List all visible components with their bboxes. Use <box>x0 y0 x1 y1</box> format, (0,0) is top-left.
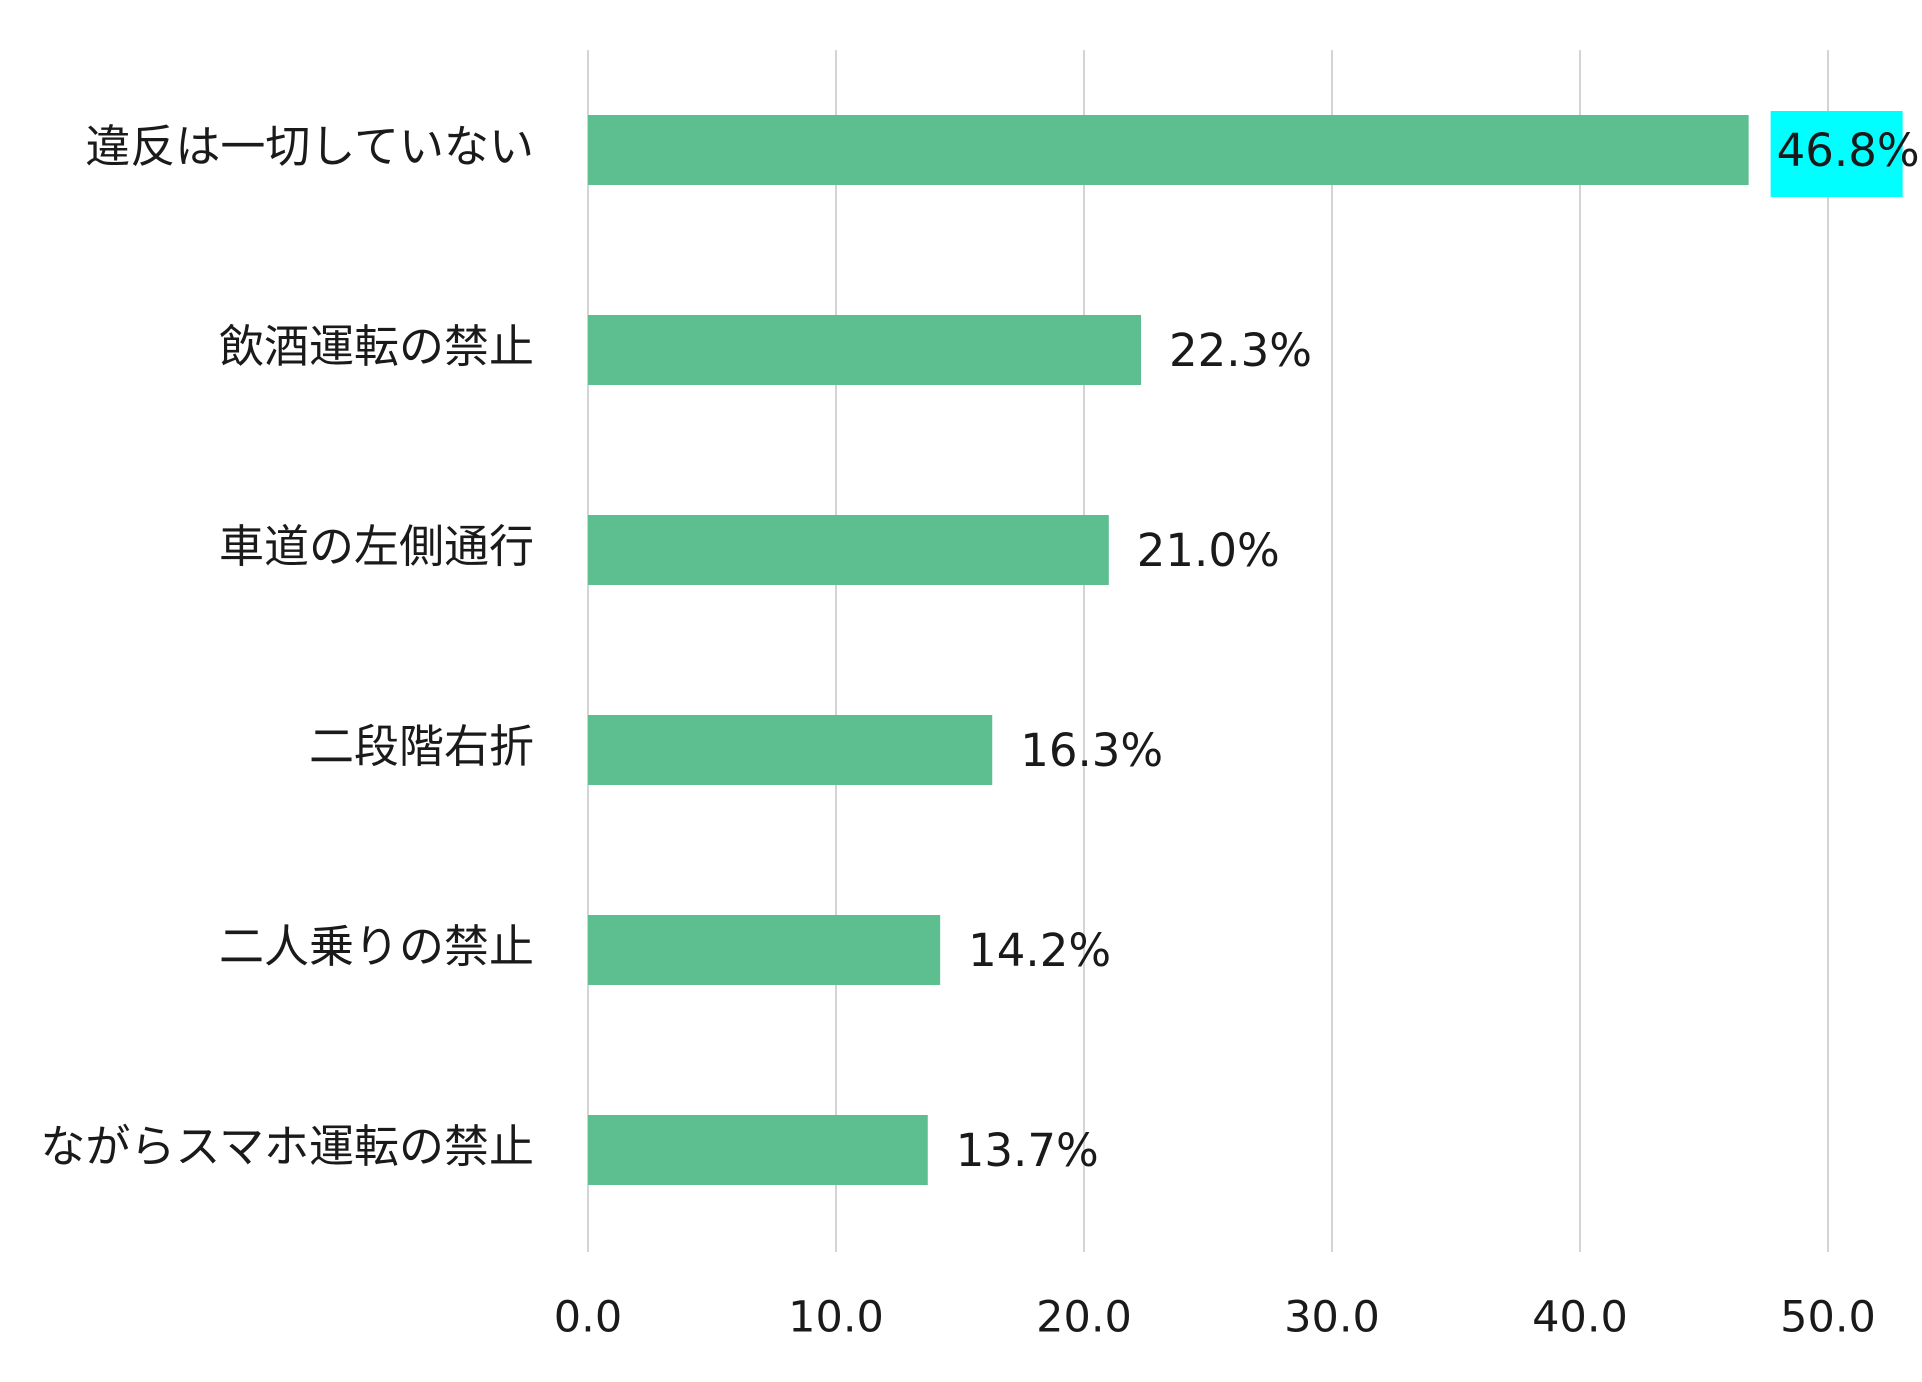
value-label-1: 22.3% <box>1169 324 1312 377</box>
value-label-highlight <box>1770 111 1903 197</box>
bar-3 <box>588 715 993 785</box>
bar-2 <box>588 515 1109 585</box>
category-label-4: 二人乗りの禁止 <box>219 920 534 973</box>
grid-lines <box>587 50 1829 1252</box>
bars <box>588 115 1749 1185</box>
category-label-5: ながらスマホ運転の禁止 <box>40 1120 534 1173</box>
value-label-5: 13.7% <box>956 1124 1099 1177</box>
x-tick-label-5: 50.0 <box>1780 1293 1876 1343</box>
x-tick-label-4: 40.0 <box>1532 1293 1628 1343</box>
labels: 違反は一切していない 46.8% 飲酒運転の禁止 22.3% 車道の左側通行 21.0% 二… <box>40 111 1920 1177</box>
x-tick-label-0: 0.0 <box>554 1293 622 1343</box>
bar-4 <box>588 915 941 985</box>
bar-5 <box>588 1115 928 1185</box>
value-label-2: 21.0% <box>1137 524 1280 577</box>
category-label-1: 飲酒運転の禁止 <box>219 320 534 373</box>
value-label-4: 14.2% <box>968 924 1111 977</box>
x-tick-label-2: 20.0 <box>1036 1293 1132 1343</box>
x-tick-label-3: 30.0 <box>1284 1293 1380 1343</box>
value-label-0: 46.8% <box>1777 124 1920 177</box>
x-axis-ticks: 0.0 10.0 20.0 30.0 40.0 50.0 <box>554 1293 1876 1343</box>
category-label-2: 車道の左側通行 <box>219 520 534 573</box>
bar-1 <box>588 315 1142 385</box>
bar-0 <box>588 115 1749 185</box>
category-label-0: 違反は一切していない <box>85 120 534 173</box>
x-tick-label-1: 10.0 <box>788 1293 884 1343</box>
category-label-3: 二段階右折 <box>309 720 534 773</box>
value-label-3: 16.3% <box>1020 724 1163 777</box>
